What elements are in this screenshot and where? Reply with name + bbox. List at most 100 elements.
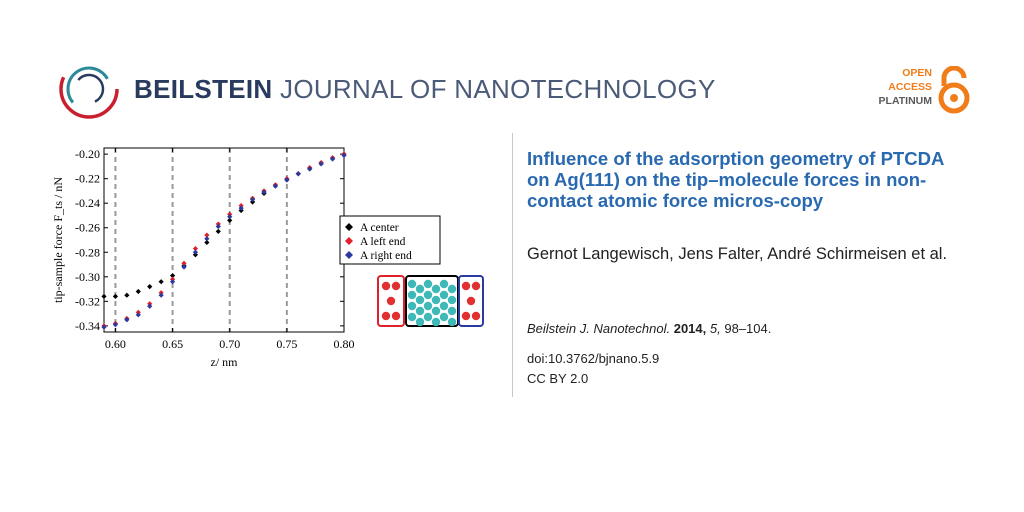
data-point-2 xyxy=(261,189,267,195)
data-point-2 xyxy=(307,166,313,172)
carbon-atom xyxy=(415,295,425,305)
citation-year: 2014, xyxy=(673,321,707,336)
plot-frame xyxy=(103,147,345,333)
x-tick-label: 0.60 xyxy=(105,337,126,351)
data-point-0 xyxy=(101,293,107,300)
data-point-0 xyxy=(124,292,130,298)
data-point-0 xyxy=(215,228,221,235)
data-point-2 xyxy=(329,156,336,162)
x-tick-label: 0.70 xyxy=(219,337,240,351)
y-tick-label: -0.24 xyxy=(75,196,100,210)
carbon-atom xyxy=(431,284,441,294)
carbon-atom xyxy=(407,301,417,311)
data-point-1 xyxy=(192,245,199,252)
data-point-2 xyxy=(227,214,233,220)
carbon-atom xyxy=(407,279,417,289)
data-point-0 xyxy=(227,217,233,223)
carbon-atom xyxy=(447,317,457,327)
open-access-line-1: OPEN xyxy=(902,67,932,79)
x-axis-label: z/ nm xyxy=(211,355,239,369)
carbon-atom xyxy=(431,306,441,316)
data-point-0 xyxy=(158,279,164,285)
journal-abbrev: Beilstein J. Nanotechnol. xyxy=(527,321,671,336)
y-tick-label: -0.26 xyxy=(75,221,100,235)
carbon-atom xyxy=(407,290,417,300)
carbon-atom xyxy=(431,317,441,327)
carbon-atom xyxy=(447,295,457,305)
carbon-atom xyxy=(415,317,425,327)
x-tick-label: 0.65 xyxy=(162,337,183,351)
data-point-2 xyxy=(318,161,324,167)
oxygen-atom xyxy=(466,296,476,306)
data-point-2 xyxy=(341,152,347,158)
legend-label: A left end xyxy=(360,236,406,248)
legend-label: A right end xyxy=(360,250,412,262)
carbon-atom xyxy=(447,284,457,294)
article-title[interactable]: Influence of the adsorption geometry of … xyxy=(527,148,944,211)
journal-title[interactable]: BEILSTEIN JOURNAL OF NANOTECHNOLOGY xyxy=(134,74,716,105)
carbon-atom xyxy=(439,312,449,322)
oxygen-atom xyxy=(381,311,391,321)
oxygen-atom xyxy=(461,311,471,321)
data-point-2 xyxy=(147,303,153,309)
y-tick-label: -0.30 xyxy=(75,270,100,284)
data-point-1 xyxy=(204,232,210,238)
open-access-line-3: PLATINUM xyxy=(878,95,932,107)
oxygen-atom xyxy=(471,311,481,321)
carbon-atom xyxy=(439,279,449,289)
oxygen-atom xyxy=(381,281,391,291)
citation-pages: 98–104. xyxy=(724,321,772,336)
data-point-2 xyxy=(192,249,199,255)
x-tick-label: 0.75 xyxy=(276,337,297,351)
data-point-0 xyxy=(204,239,210,246)
y-tick-label: -0.32 xyxy=(75,294,100,308)
legend-box xyxy=(339,215,441,265)
article-authors: Gernot Langewisch, Jens Falter, André Sc… xyxy=(527,245,948,263)
data-point-2 xyxy=(295,171,301,177)
carbon-atom xyxy=(407,312,417,322)
y-tick-label: -0.28 xyxy=(75,245,100,259)
doi-link[interactable]: doi:10.3762/bjnano.5.9 xyxy=(527,351,660,366)
open-lock-icon xyxy=(938,66,970,114)
y-tick-label: -0.22 xyxy=(75,172,100,186)
citation: Beilstein J. Nanotechnol. 2014, 5, 98–10… xyxy=(527,321,771,336)
carbon-atom xyxy=(423,312,433,322)
legend-marker xyxy=(345,223,353,231)
citation-volume: 5, xyxy=(709,321,721,336)
legend-marker xyxy=(345,237,353,245)
data-point-2 xyxy=(158,292,164,298)
open-access-line-2: ACCESS xyxy=(888,81,932,93)
license: CC BY 2.0 xyxy=(527,371,589,386)
data-point-2 xyxy=(238,205,244,211)
data-point-0 xyxy=(135,288,141,295)
data-point-2 xyxy=(169,279,176,285)
carbon-atom xyxy=(423,301,433,311)
x-tick-label: 0.80 xyxy=(334,337,355,351)
y-tick-label: -0.34 xyxy=(75,319,100,333)
legend-marker xyxy=(345,251,353,259)
carbon-atom xyxy=(431,295,441,305)
data-point-2 xyxy=(249,196,256,203)
legend-label: A center xyxy=(360,222,399,234)
carbon-atom xyxy=(415,284,425,294)
force-curve-plot: -0.20 -0.22 -0.24 -0.26 -0.28 -0.30 -0.32 -0.34… xyxy=(51,147,441,369)
oxygen-atom xyxy=(461,281,471,291)
graphical-abstract-figure: -0.20 -0.22 -0.24 -0.26 -0.28 -0.30 -0.32 -0.34… xyxy=(51,147,484,369)
oxygen-atom xyxy=(391,311,401,321)
data-point-0 xyxy=(147,284,153,290)
y-axis-label: tip-sample force F_ts / nN xyxy=(51,177,65,303)
y-tick-label: -0.20 xyxy=(75,147,100,161)
oxygen-atom xyxy=(386,296,396,306)
open-access-badge: OPEN ACCESS PLATINUM xyxy=(862,66,972,116)
column-divider xyxy=(512,133,513,397)
data-point-2 xyxy=(135,312,141,318)
carbon-atom xyxy=(439,290,449,300)
data-point-2 xyxy=(204,236,210,242)
carbon-atom xyxy=(423,290,433,300)
journal-header: BEILSTEIN JOURNAL OF NANOTECHNOLOGY OPEN… xyxy=(0,0,1024,120)
beilstein-logo-icon xyxy=(59,59,119,119)
carbon-atom xyxy=(415,306,425,316)
oxygen-atom xyxy=(471,281,481,291)
data-point-0 xyxy=(112,293,119,300)
data-point-2 xyxy=(124,317,130,323)
